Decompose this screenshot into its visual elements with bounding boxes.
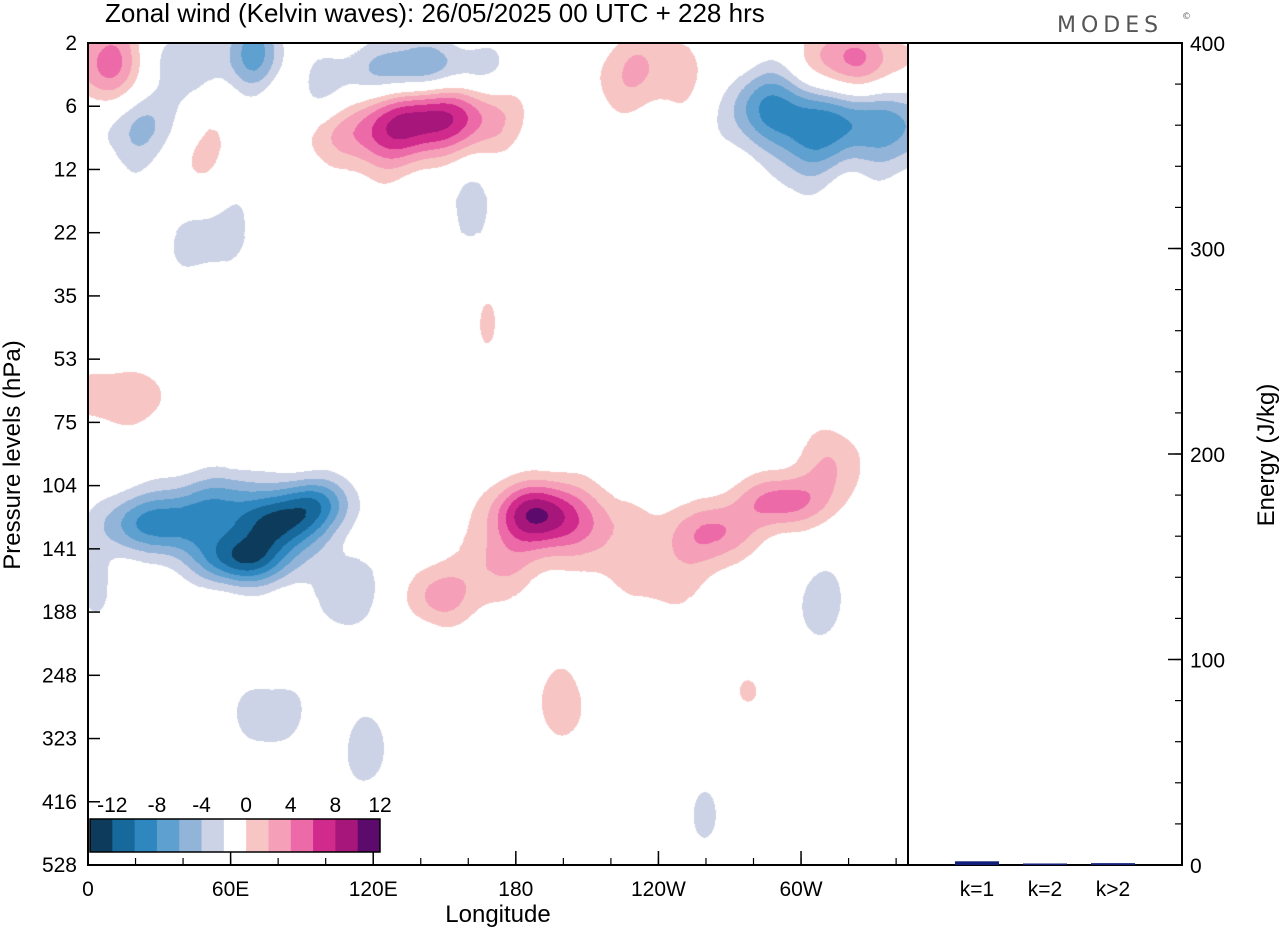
energy-tick-label: 0 bbox=[1190, 855, 1202, 878]
energy-tick-label: 200 bbox=[1190, 444, 1225, 467]
chart-title: Zonal wind (Kelvin waves): 26/05/2025 00… bbox=[105, 0, 765, 28]
y-tick-label: 248 bbox=[42, 664, 77, 687]
energy-axis-label: Energy (J/kg) bbox=[1253, 384, 1280, 527]
colorbar-swatch bbox=[134, 819, 158, 852]
y-tick-label: 104 bbox=[42, 475, 77, 498]
energy-tick-label: 400 bbox=[1190, 33, 1225, 56]
pressure-axis: 2 6 12 22 35 53 75 104 141 188 248 323 416 528 bbox=[42, 32, 100, 877]
wind-contour-field bbox=[88, 43, 908, 865]
y-tick-label: 528 bbox=[42, 854, 77, 877]
colorbar-swatch bbox=[313, 819, 336, 852]
colorbar-swatch bbox=[223, 819, 247, 852]
y-tick-label: 141 bbox=[42, 538, 77, 561]
colorbar-label: -4 bbox=[192, 794, 211, 817]
colorbar-swatch bbox=[112, 819, 136, 852]
colorbar-swatch bbox=[246, 819, 269, 852]
x-tick-label: 0 bbox=[82, 878, 94, 901]
colorbar-label: 12 bbox=[368, 794, 391, 817]
colorbar-swatch bbox=[90, 819, 113, 852]
energy-bar bbox=[955, 861, 999, 865]
energy-tick-label: 100 bbox=[1190, 650, 1225, 673]
colorbar-frame bbox=[89, 818, 381, 853]
x-tick-label: 120E bbox=[349, 878, 398, 901]
y-tick-label: 12 bbox=[54, 158, 77, 181]
y-tick-label: 2 bbox=[65, 32, 77, 55]
x-tick-label: 180 bbox=[498, 878, 533, 901]
colorbar-swatch bbox=[357, 819, 381, 852]
colorbar-label: 0 bbox=[240, 794, 252, 817]
energy-category-label: k=2 bbox=[1028, 878, 1062, 901]
x-tick-label: 60W bbox=[779, 878, 822, 901]
colorbar-swatch bbox=[156, 819, 180, 852]
energy-bar bbox=[1023, 863, 1067, 865]
y-tick-label: 75 bbox=[54, 411, 77, 434]
x-axis-label: Longitude bbox=[445, 901, 550, 928]
y-tick-label: 188 bbox=[42, 601, 77, 624]
y-axis-label: Pressure levels (hPa) bbox=[0, 340, 26, 569]
x-tick-label: 60E bbox=[212, 878, 249, 901]
brand-mark: © bbox=[1182, 12, 1191, 22]
colorbar-swatch bbox=[179, 819, 202, 852]
energy-axis: 0 100 200 300 400 bbox=[1168, 33, 1225, 878]
colorbar-swatch bbox=[335, 819, 359, 852]
energy-category-label: k=1 bbox=[960, 878, 994, 901]
colorbar-label: -12 bbox=[97, 794, 127, 817]
colorbar-label: 4 bbox=[285, 794, 297, 817]
y-tick-label: 22 bbox=[54, 222, 77, 245]
brand-logo: MODES bbox=[1057, 13, 1163, 38]
y-tick-label: 35 bbox=[54, 285, 77, 308]
colorbar-swatch bbox=[290, 819, 314, 852]
y-tick-label: 416 bbox=[42, 791, 77, 814]
colorbar-swatch bbox=[268, 819, 292, 852]
energy-category-label: k>2 bbox=[1096, 878, 1130, 901]
y-tick-label: 323 bbox=[42, 728, 77, 751]
energy-bars: k=1 k=2 k>2 bbox=[955, 861, 1135, 901]
longitude-axis: 0 60E 120E 180 120W 60W bbox=[82, 851, 897, 901]
colorbar: -12 -8 -4 0 4 8 12 bbox=[89, 794, 392, 853]
y-tick-label: 53 bbox=[54, 348, 77, 371]
x-tick-label: 120W bbox=[631, 878, 686, 901]
energy-panel bbox=[907, 42, 1183, 866]
colorbar-label: 8 bbox=[330, 794, 342, 817]
energy-tick-label: 300 bbox=[1190, 239, 1225, 262]
colorbar-swatch bbox=[201, 819, 225, 852]
energy-bar bbox=[1091, 863, 1135, 865]
heatmap-panel bbox=[87, 42, 909, 866]
y-tick-label: 6 bbox=[65, 95, 77, 118]
colorbar-label: -8 bbox=[148, 794, 167, 817]
